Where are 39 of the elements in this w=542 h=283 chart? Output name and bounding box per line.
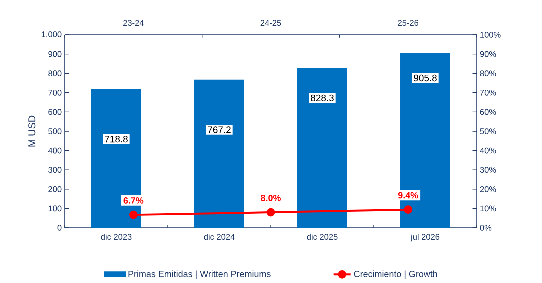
y-tick-label: 80% (480, 70, 496, 77)
y-tick-label: 600 (48, 110, 62, 116)
x-tick-label: dic 2024 (204, 234, 235, 240)
x-tick-label: dic 2025 (307, 234, 338, 240)
y-tick-label: 200 (48, 186, 62, 193)
y-tick-label: 300 (48, 167, 62, 174)
x-tick-label: dic 2023 (101, 234, 132, 240)
y-tick-label: 800 (48, 70, 62, 77)
y-tick-label: 400 (48, 148, 62, 154)
data-label: 905.8 (414, 75, 437, 82)
y-tick-label: 90% (480, 52, 496, 58)
legend-label: Crecimiento | Growth (354, 271, 438, 280)
data-label: 8.0% (261, 195, 281, 202)
y-tick-label: 50% (480, 128, 496, 135)
y-tick-label: 60% (480, 110, 496, 116)
data-label: 828.3 (311, 95, 334, 102)
data-label: 767.2 (208, 126, 231, 134)
x-tick-label: 24-25 (260, 20, 282, 26)
y-tick-label: 70% (480, 90, 496, 96)
y-tick-label: 40% (480, 148, 496, 154)
x-tick-label: 23-24 (124, 20, 144, 26)
y-tick-label: 0% (480, 225, 492, 232)
y-tick-label: 0 (58, 225, 62, 232)
x-tick-label: jul 2026 (410, 234, 440, 242)
y-tick-label: 100 (48, 206, 62, 212)
y-tick-label: 500 (48, 128, 62, 135)
legend-label: Primas Emitidas | Written Premiums (128, 271, 271, 280)
y-tick-label: 900 (48, 52, 62, 58)
x-tick-label: 25-26 (398, 20, 419, 26)
y-tick-label: 20% (480, 186, 496, 193)
y-tick-label: 30% (480, 167, 496, 174)
y-tick-label: 1,000 (42, 32, 62, 39)
data-label: 6.7% (124, 198, 144, 204)
data-label: 718.8 (105, 136, 128, 143)
y-tick-label: 100% (480, 32, 501, 38)
y-tick-label: 10% (480, 206, 496, 212)
y-tick-label: 700 (48, 90, 62, 96)
data-label: 9.4% (398, 192, 418, 199)
y-axis-title: M USD (28, 116, 36, 147)
